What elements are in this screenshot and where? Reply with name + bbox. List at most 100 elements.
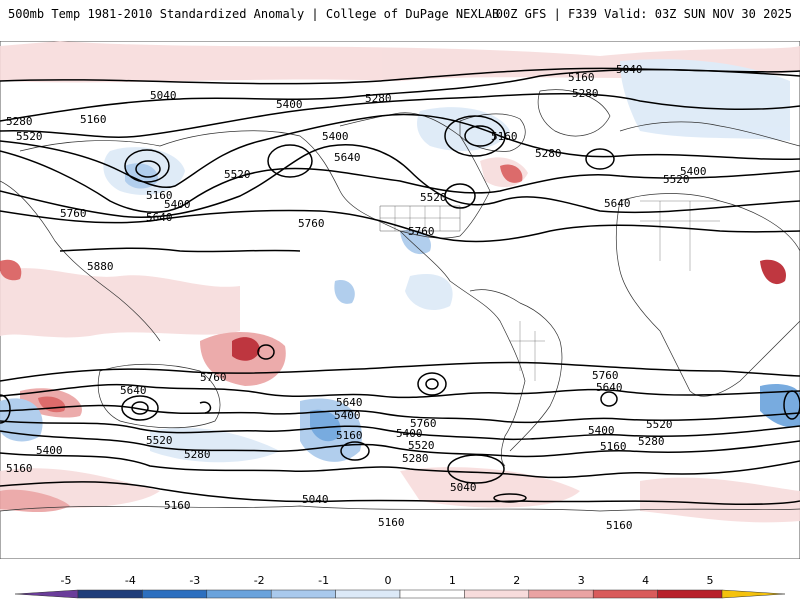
contour-5640-north (0, 144, 800, 219)
height-contours (0, 67, 800, 506)
contour-label-5400: 5400 (396, 427, 423, 440)
contour-label-5400: 5400 (276, 98, 303, 111)
contour-label-5040: 5040 (450, 481, 477, 494)
contour-label-5880: 5880 (87, 260, 114, 273)
contour-label-5520: 5520 (646, 418, 673, 431)
contour-label-5040: 5040 (616, 63, 643, 76)
colorbar-tick-label: 0 (385, 574, 392, 587)
colorbar-swatch (464, 589, 530, 599)
contour-label-5760: 5760 (408, 225, 435, 238)
contour-label-5280: 5280 (184, 448, 211, 461)
colorbar-svg: -5 -4 -3 -2 -1 0 1 2 3 4 5 (14, 574, 786, 599)
contour-label-5760: 5760 (200, 371, 227, 384)
colorbar-swatch (528, 589, 594, 599)
contour-label-5280: 5280 (402, 452, 429, 465)
contour-label-5280: 5280 (638, 435, 665, 448)
colorbar-extend-low (14, 589, 79, 599)
contour-label-5160: 5160 (491, 130, 518, 143)
contour-label-5280: 5280 (6, 115, 33, 128)
contour-5160-south (0, 452, 800, 479)
contour-label-5160: 5160 (600, 440, 627, 453)
contour-labels: 5040 5040 5160 5160 5160 5160 5280 5280 … (6, 63, 707, 532)
contour-label-5640: 5640 (604, 197, 631, 210)
colorbar-swatch (206, 589, 272, 599)
colorbar-tick-label: -4 (125, 574, 136, 587)
contour-label-5520: 5520 (663, 173, 690, 186)
contour-label-5640: 5640 (336, 396, 363, 409)
antarctica-coast (0, 505, 800, 512)
colorbar-tick-label: 4 (642, 574, 649, 587)
contour-label-5640: 5640 (146, 211, 173, 224)
contour-5160-north (0, 68, 800, 122)
africa-borders (640, 200, 720, 271)
contour-label-5160: 5160 (606, 519, 633, 532)
model-run-info: 00Z GFS | F339 Valid: 03Z SUN NOV 30 202… (495, 7, 792, 21)
contour-label-5160: 5160 (336, 429, 363, 442)
contour-label-5400: 5400 (164, 198, 191, 211)
colorbar-tick-label: 1 (449, 574, 456, 587)
map-title: 500mb Temp 1981-2010 Standardized Anomal… (8, 7, 500, 21)
contour-5520-north (0, 150, 800, 213)
contour-label-5280: 5280 (572, 87, 599, 100)
colorbar-tick-label: 5 (707, 574, 714, 587)
contour-label-5520: 5520 (16, 130, 43, 143)
south-america-coast (469, 289, 563, 452)
closed-high-south-pacific (257, 344, 275, 360)
colorbar-tick-label: -5 (61, 574, 72, 587)
contour-label-5160: 5160 (568, 71, 595, 84)
colorbar-swatch (270, 589, 336, 599)
contour-5400-south (0, 420, 800, 441)
low-south-indian (121, 395, 159, 421)
contour-label-5760: 5760 (60, 207, 87, 220)
low-south-pacific (417, 372, 447, 396)
colorbar-tick-label: -2 (254, 574, 265, 587)
contour-label-5160: 5160 (164, 499, 191, 512)
low-gulf-alaska (267, 144, 313, 178)
contour-5880-north (59, 247, 301, 253)
australia-coast (97, 363, 221, 429)
europe-coast (619, 121, 800, 147)
contour-label-5760: 5760 (410, 417, 437, 430)
colorbar: -5 -4 -3 -2 -1 0 1 2 3 4 5 (0, 570, 800, 600)
contour-5640-south (0, 383, 800, 399)
contour-label-5040: 5040 (150, 89, 177, 102)
africa-coast (615, 193, 800, 397)
contour-label-5520: 5520 (420, 191, 447, 204)
map-panel[interactable]: 5040 5040 5160 5160 5160 5160 5280 5280 … (0, 41, 800, 559)
colorbar-swatch (77, 589, 143, 599)
contour-label-5280: 5280 (365, 92, 392, 105)
colorbar-swatch (142, 589, 208, 599)
contour-label-5160: 5160 (80, 113, 107, 126)
low-hudson (444, 115, 506, 157)
contour-label-5640: 5640 (596, 381, 623, 394)
contour-label-5400: 5400 (322, 130, 349, 143)
colorbar-tick-label: 3 (578, 574, 585, 587)
colorbar-swatch (335, 589, 401, 599)
contour-label-5280: 5280 (535, 147, 562, 160)
contour-5520-south (0, 404, 800, 424)
contour-label-5520: 5520 (408, 439, 435, 452)
contour-label-5520: 5520 (146, 434, 173, 447)
header-bar: 500mb Temp 1981-2010 Standardized Anomal… (0, 0, 800, 28)
contour-5280-south (0, 430, 800, 458)
colorbar-swatch (399, 589, 465, 599)
contour-label-5040: 5040 (302, 493, 329, 506)
colorbar-tick-label: -1 (318, 574, 329, 587)
map-canvas[interactable]: 5040 5040 5160 5160 5160 5160 5280 5280 … (0, 41, 800, 559)
contour-label-5520: 5520 (224, 168, 251, 181)
contour-label-5160: 5160 (146, 189, 173, 202)
contour-label-5760: 5760 (592, 369, 619, 382)
contour-label-5640: 5640 (334, 151, 361, 164)
coastlines (0, 89, 800, 512)
contour-5280-north (0, 92, 800, 138)
colorbar-tick-label: -3 (189, 574, 200, 587)
contour-label-5640: 5640 (120, 384, 147, 397)
us-states-grid (379, 205, 461, 232)
contour-label-5400: 5400 (334, 409, 361, 422)
colorbar-extend-high (721, 589, 786, 599)
greenland-coast (537, 89, 611, 137)
low-north-pacific (124, 149, 170, 183)
colorbar-tick-label: 2 (513, 574, 520, 587)
colorbar-swatch (592, 589, 658, 599)
asia-coast (0, 180, 161, 342)
